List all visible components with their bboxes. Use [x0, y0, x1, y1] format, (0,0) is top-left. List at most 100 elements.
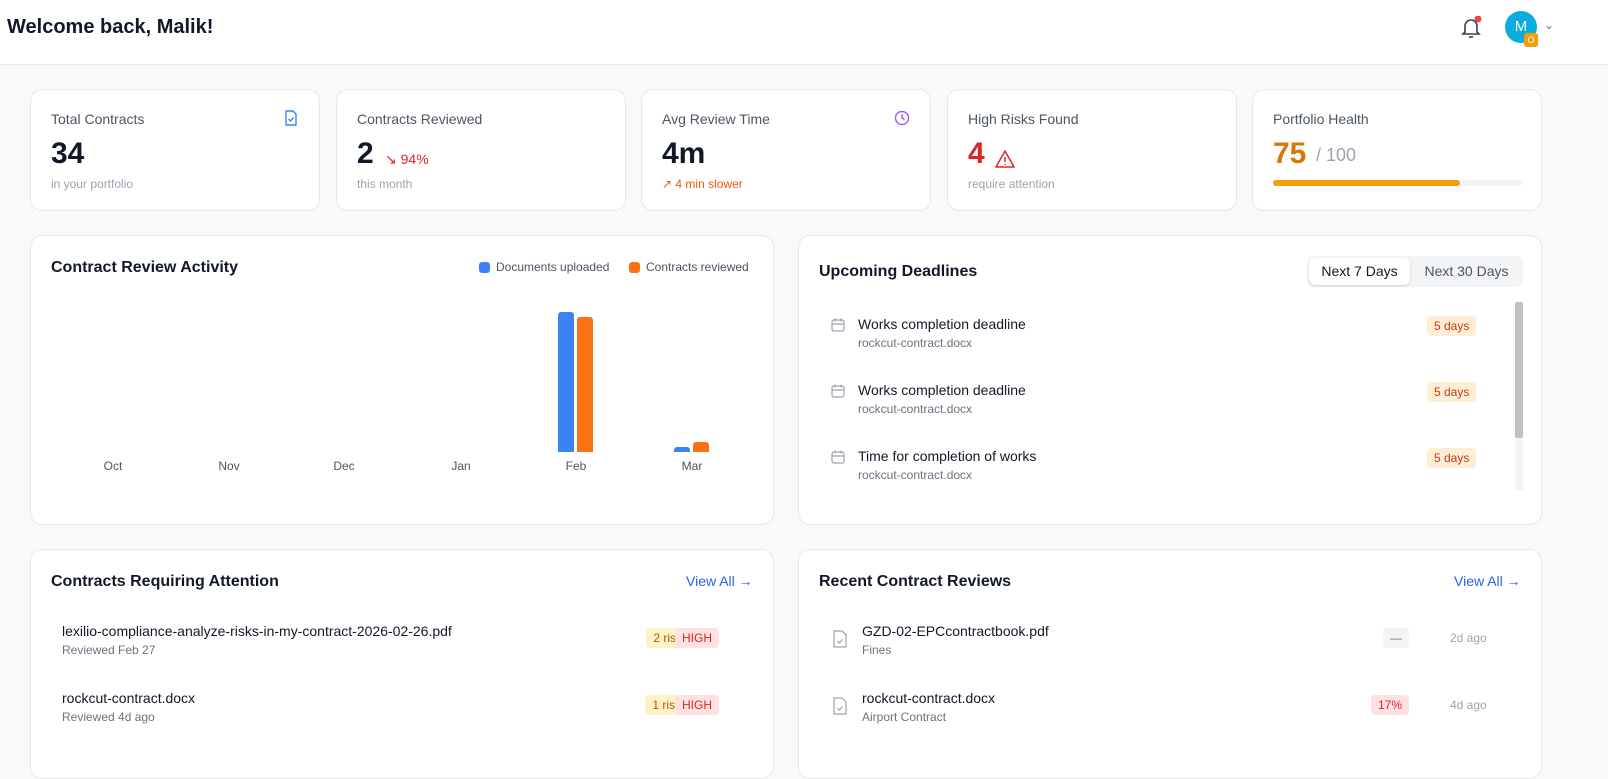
- stat-sub-text: 4 min slower: [675, 177, 743, 191]
- stat-label: High Risks Found: [968, 111, 1079, 127]
- top-bar: Welcome back, Malik! M O ⌄: [0, 0, 1608, 65]
- stat-delta: ↘ 94%: [385, 151, 429, 168]
- clock-icon: [894, 110, 910, 126]
- calendar-icon: [831, 318, 845, 332]
- legend-swatch: [479, 261, 490, 273]
- health-progress-bar: [1273, 180, 1522, 186]
- deadline-item[interactable]: Works completion deadline rockcut-contrac…: [819, 316, 1481, 366]
- stat-label: Total Contracts: [51, 111, 145, 127]
- x-tick-label: Jan: [451, 459, 471, 473]
- recent-item[interactable]: rockcut-contract.docx Airport Contract 17%…: [819, 690, 1519, 730]
- stat-value: 2: [357, 137, 374, 170]
- legend-label: Documents uploaded: [496, 260, 610, 274]
- stat-portfolio-health: Portfolio Health 75 / 100: [1252, 89, 1542, 211]
- stat-label: Contracts Reviewed: [357, 111, 483, 127]
- stat-delta-value: 94%: [400, 151, 429, 167]
- contract-sub: Airport Contract: [862, 710, 947, 724]
- attention-item[interactable]: lexilio-compliance-analyze-risks-in-my-c…: [51, 623, 751, 663]
- bar-uploaded-feb: [558, 312, 574, 452]
- bar-reviewed-mar: [693, 442, 709, 452]
- attention-view-all-link[interactable]: View All →: [686, 573, 753, 589]
- contract-sub: Reviewed Feb 27: [62, 643, 156, 657]
- x-tick-label: Mar: [681, 459, 703, 473]
- document-check-icon: [833, 630, 847, 648]
- stat-sub: in your portfolio: [51, 177, 134, 191]
- risk-level-badge: HIGH: [675, 628, 719, 648]
- deadlines-title: Upcoming Deadlines: [819, 263, 978, 280]
- deadline-item[interactable]: Time for completion of works rockcut-cont…: [819, 448, 1481, 498]
- stat-sub: this month: [357, 177, 413, 191]
- avatar-badge: O: [1524, 33, 1538, 47]
- deadline-due-badge: 5 days: [1427, 382, 1477, 402]
- stat-avg-review-time: Avg Review Time 4m ↗ 4 min slower: [641, 89, 931, 211]
- deadline-due-badge: 5 days: [1427, 448, 1477, 468]
- stat-total-contracts: Total Contracts 34 in your portfolio: [30, 89, 320, 211]
- health-progress-fill: [1273, 180, 1460, 186]
- bell-icon[interactable]: [1460, 16, 1482, 40]
- deadline-file: rockcut-contract.docx: [858, 402, 973, 416]
- bar-chart: Oct Nov Dec Jan Feb Mar: [31, 236, 775, 526]
- x-tick-label: Dec: [333, 459, 355, 473]
- calendar-icon: [831, 450, 845, 464]
- warning-icon: [995, 150, 1015, 168]
- deadlines-card: Upcoming Deadlines Next 7 Days Next 30 D…: [798, 235, 1542, 525]
- recent-view-all-link[interactable]: View All →: [1454, 573, 1521, 589]
- deadline-title: Time for completion of works: [858, 448, 1037, 464]
- stat-value: 34: [51, 137, 85, 170]
- stat-max: / 100: [1316, 145, 1357, 165]
- arrow-up-right-icon: ↗: [662, 177, 673, 191]
- calendar-icon: [831, 384, 845, 398]
- time-ago: 4d ago: [1450, 698, 1487, 712]
- stat-value: 4m: [662, 137, 706, 170]
- recent-title: Recent Contract Reviews: [819, 573, 1012, 590]
- contract-sub: Fines: [862, 643, 892, 657]
- stat-sub: ↗ 4 min slower: [662, 177, 743, 191]
- time-ago: 2d ago: [1450, 631, 1487, 645]
- stat-value: 4: [968, 137, 985, 170]
- bar-reviewed-feb: [577, 317, 593, 452]
- contract-name: rockcut-contract.docx: [862, 690, 996, 706]
- deadline-title: Works completion deadline: [858, 316, 1026, 332]
- x-tick-label: Oct: [103, 459, 123, 473]
- chevron-down-icon[interactable]: ⌄: [1544, 18, 1555, 32]
- deadline-file: rockcut-contract.docx: [858, 468, 973, 482]
- page-title: Welcome back, Malik!: [7, 16, 214, 38]
- recent-item[interactable]: GZD-02-EPCcontractbook.pdf Fines — 2d ago: [819, 623, 1519, 663]
- scrollbar[interactable]: [1515, 302, 1523, 490]
- stat-high-risks: High Risks Found 4 require attention: [947, 89, 1237, 211]
- contract-name: rockcut-contract.docx: [62, 690, 196, 706]
- stat-contracts-reviewed: Contracts Reviewed 2 ↘ 94% this month: [336, 89, 626, 211]
- deadline-range-toggle: Next 7 Days Next 30 Days: [1307, 256, 1523, 287]
- bar-uploaded-mar: [674, 447, 690, 452]
- x-tick-label: Feb: [565, 459, 587, 473]
- document-check-icon: [285, 110, 297, 126]
- stat-label: Avg Review Time: [662, 111, 770, 127]
- tab-next-7-days[interactable]: Next 7 Days: [1309, 258, 1410, 285]
- contract-name: GZD-02-EPCcontractbook.pdf: [862, 623, 1049, 639]
- stat-sub: require attention: [968, 177, 1055, 191]
- stat-label: Portfolio Health: [1273, 111, 1369, 127]
- tab-next-30-days[interactable]: Next 30 Days: [1424, 263, 1509, 279]
- score-badge: 17%: [1370, 695, 1409, 715]
- activity-card: Contract Review Activity Documents uploa…: [30, 235, 774, 525]
- deadline-title: Works completion deadline: [858, 382, 1026, 398]
- deadline-file: rockcut-contract.docx: [858, 336, 973, 350]
- attention-item[interactable]: rockcut-contract.docx Reviewed 4d ago 1 ri…: [51, 690, 751, 730]
- deadline-item[interactable]: Works completion deadline rockcut-contrac…: [819, 382, 1481, 432]
- scrollbar-thumb[interactable]: [1515, 302, 1523, 438]
- contract-sub: Reviewed 4d ago: [62, 710, 155, 724]
- contract-name: lexilio-compliance-analyze-risks-in-my-c…: [62, 623, 452, 639]
- activity-title: Contract Review Activity: [51, 259, 239, 276]
- recent-card: Recent Contract Reviews View All → GZD-0…: [798, 549, 1542, 779]
- arrow-down-right-icon: ↘: [385, 151, 397, 167]
- risk-level-badge: HIGH: [675, 695, 719, 715]
- deadline-due-badge: 5 days: [1427, 316, 1477, 336]
- attention-title: Contracts Requiring Attention: [51, 573, 279, 590]
- x-tick-label: Nov: [218, 459, 240, 473]
- legend-swatch: [629, 261, 640, 273]
- legend-uploaded: Documents uploaded: [479, 260, 609, 274]
- legend-reviewed: Contracts reviewed: [629, 260, 749, 274]
- attention-card: Contracts Requiring Attention View All →…: [30, 549, 774, 779]
- stat-value: 75: [1273, 137, 1307, 170]
- score-badge: —: [1383, 628, 1409, 648]
